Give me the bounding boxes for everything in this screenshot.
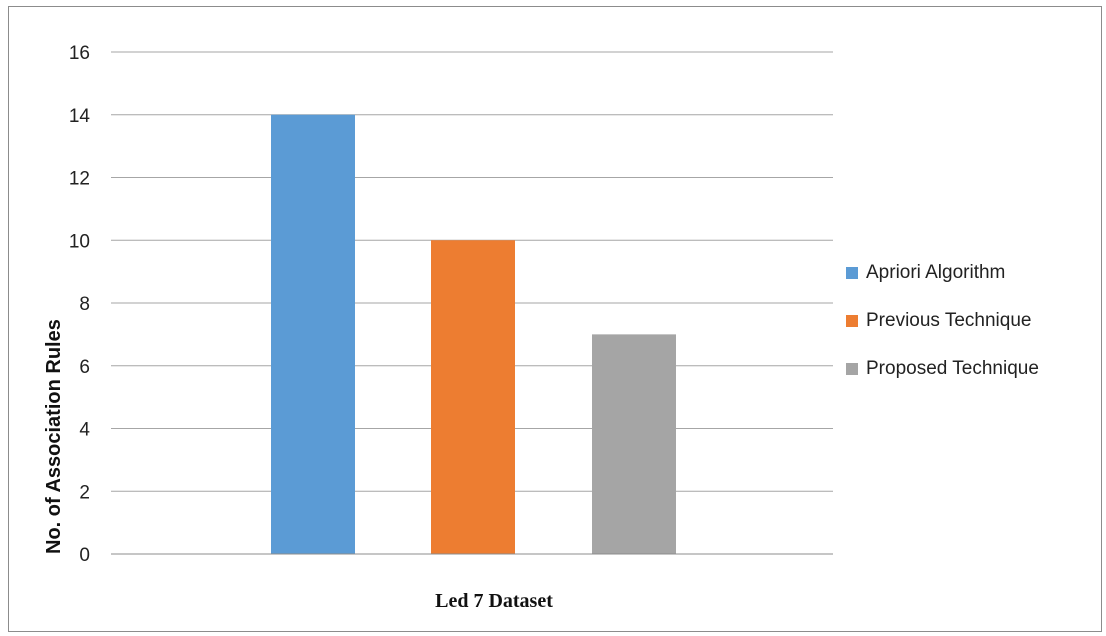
y-tick-label-16: 16 — [69, 43, 90, 64]
y-tick-label-4: 4 — [79, 420, 90, 441]
y-axis-label: No. of Association Rules — [43, 319, 65, 554]
legend-label-previous: Previous Technique — [866, 310, 1032, 331]
x-axis-label: Led 7 Dataset — [435, 590, 553, 612]
legend-item-previous: Previous Technique — [846, 306, 1031, 336]
y-tick-label-6: 6 — [79, 357, 90, 378]
y-tick-label-14: 14 — [69, 106, 91, 127]
legend-item-proposed: Proposed Technique — [846, 354, 1039, 384]
chart-frame — [8, 6, 1102, 632]
y-tick-label-2: 2 — [79, 482, 90, 503]
legend-label-proposed: Proposed Technique — [866, 358, 1039, 379]
legend-swatch-apriori — [846, 267, 858, 279]
y-tick-label-10: 10 — [69, 231, 90, 252]
legend-swatch-proposed — [846, 363, 858, 375]
y-tick-label-8: 8 — [79, 294, 90, 315]
legend-swatch-previous — [846, 315, 858, 327]
legend-item-apriori: Apriori Algorithm — [846, 258, 1005, 288]
bar-apriori-algorithm — [271, 114, 355, 554]
legend-label-apriori: Apriori Algorithm — [866, 262, 1006, 283]
y-tick-label-0: 0 — [79, 545, 90, 566]
bar-proposed-technique — [592, 334, 676, 554]
y-tick-label-12: 12 — [69, 169, 90, 190]
bar-previous-technique — [431, 240, 515, 554]
